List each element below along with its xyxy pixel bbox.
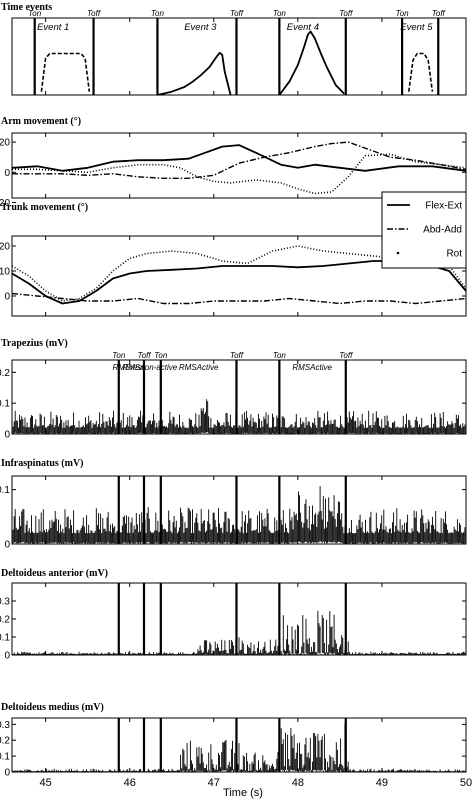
y-tick-label: -20 [0,198,10,209]
axes-frame [11,235,467,317]
series-flex-ext-line [11,144,467,172]
panel-trunk-movement: Trunk movement (°) 0 10 20 Flex-Ext Abd-Add Ro… [0,191,467,317]
legend-label: Abd-Add [423,225,462,236]
x-tick-label: 50 [460,777,472,789]
event-marker-label: Ton [151,9,165,18]
legend-label: Flex-Ext [425,201,462,212]
series-abd-add-line [11,292,467,305]
series-abd-add-line [12,141,467,180]
y-tick-label: 0 [4,168,10,179]
emg-signal [11,723,467,772]
axes-frame [11,17,467,96]
panel-trapezius: Trapezius (mV)00.10.2TonToffTonToffTonTo… [0,338,467,441]
event-label: Event 1 [37,22,69,33]
y-tick-label: 0 [4,768,10,779]
y-tick-label: 0.1 [0,399,10,410]
legend-label: Rot [446,249,462,260]
event-marker-label: Ton [112,351,126,360]
y-tick-label: 0.1 [0,752,10,763]
y-tick-label: 0.2 [0,736,10,747]
panel-title: Time events [1,2,52,13]
rms-annotation: RMSActive [179,363,219,372]
rms-annotation: RMSActive [292,363,332,372]
panel-title: Deltoideus anterior (mV) [1,568,108,579]
event-label: Event 3 [184,22,217,33]
event-marker-label: Ton [396,9,410,18]
event-marker-label: Toff [432,9,446,18]
axes-frame [11,132,467,199]
x-tick-label: 45 [40,777,52,789]
axes-frame [11,475,467,545]
event-marker-label: Ton [28,9,42,18]
y-tick-label: 0.2 [0,368,10,379]
x-tick-label: 48 [292,777,304,789]
event-marker-label: Toff [339,9,353,18]
y-tick-label: 0 [4,430,10,441]
y-tick-label: 0 [4,651,10,662]
event-marker-label: Ton [154,351,168,360]
series-rot-line [12,153,467,195]
emg-signal [11,399,467,434]
x-tick-label: 46 [124,777,136,789]
y-tick-label: 0.1 [0,633,10,644]
y-tick-label: 0.1 [0,485,10,496]
y-tick-label: 0 [4,540,10,551]
x-tick-label: 49 [376,777,388,789]
panel-deltoideus-anterior: Deltoideus anterior (mV) 0 0.1 0.2 0.3 [0,568,467,662]
panel-title: Infraspinatus (mV) [1,458,84,469]
panel-title: Arm movement (°) [1,116,81,127]
emg-signal [11,486,467,544]
x-tick-label: 47 [208,777,220,789]
y-tick-label: 0.3 [0,597,10,608]
event-marker-label: Ton [273,351,287,360]
event-marker-label: Toff [230,9,244,18]
event-marker-label: Toff [339,351,353,360]
y-tick-label: 20 [0,138,10,149]
legend: Flex-Ext Abd-Add Rot [381,191,467,269]
legend-swatch-rot [396,251,400,255]
series-solid-line [157,51,232,96]
panel-title: Trunk movement (°) [1,202,88,213]
axes-frame [11,359,467,435]
panel-title: Trapezius (mV) [1,338,68,349]
y-tick-label: 0.2 [0,615,10,626]
event-label: Event 5 [400,22,433,33]
y-tick-label: 0 [4,292,10,303]
event-marker-label: Ton [273,9,287,18]
event-label: Event 4 [287,22,319,33]
panel-deltoideus-medius: Deltoideus medius (mV) 0 0.1 0.2 0.3 45 46 47 48… [0,702,472,789]
y-tick-label: 10 [0,267,10,278]
series-dashed-line [40,52,91,92]
axes-frame [11,717,467,773]
event-marker-label: Toff [87,9,101,18]
rms-annotation: RMSrest [112,363,144,372]
panel-infraspinatus: Infraspinatus (mV) 0 0.1 [0,458,467,551]
panel-title: Deltoideus medius (mV) [1,702,104,713]
y-tick-label: 0.3 [0,720,10,731]
y-tick-label: 20 [0,242,10,253]
x-axis-label: Time (s) [223,787,263,799]
series-dashed-line [408,52,434,92]
series-solid-line [278,30,345,96]
event-marker-label: Toff [230,351,244,360]
rms-annotation: RMSnon-active [123,363,178,372]
emg-signal [11,610,467,655]
event-marker-label: Toff [137,351,151,360]
